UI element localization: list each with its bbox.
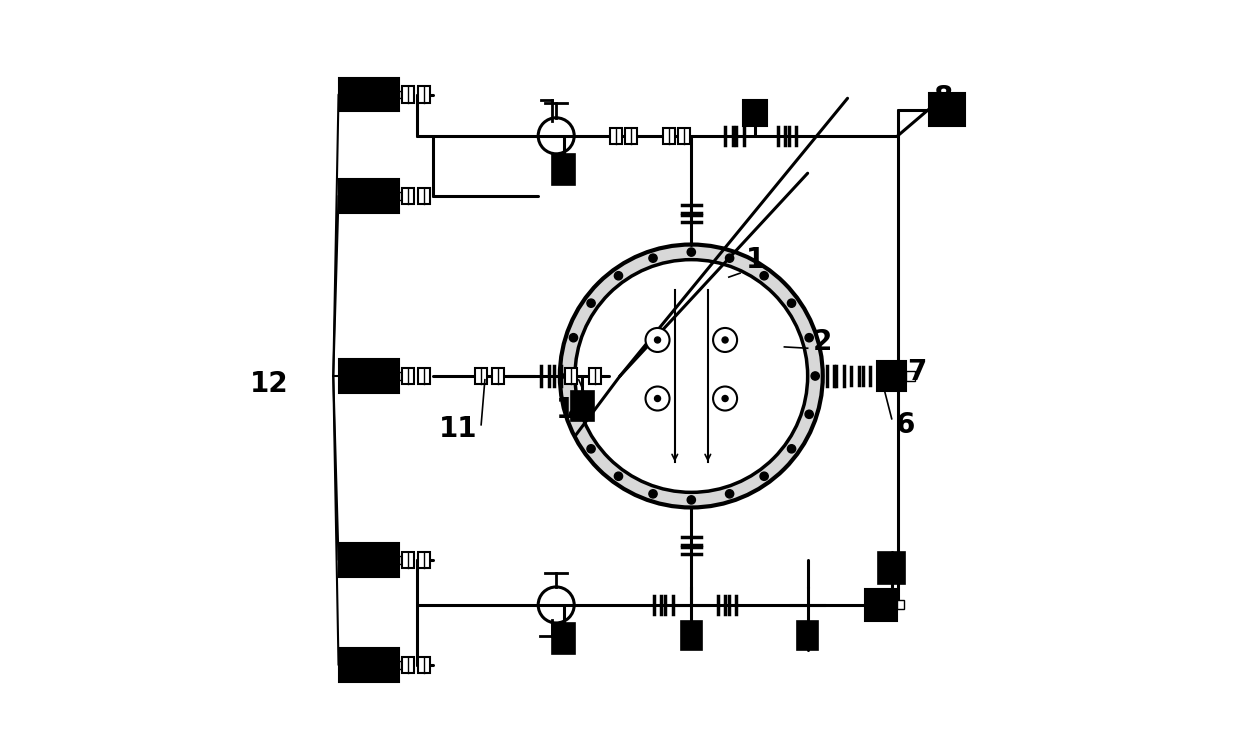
Bar: [878, 361, 906, 391]
Circle shape: [614, 472, 622, 481]
Circle shape: [760, 271, 769, 280]
Bar: [678, 128, 689, 144]
Text: 12: 12: [249, 369, 288, 398]
Bar: [402, 86, 414, 103]
Circle shape: [559, 244, 823, 508]
Bar: [553, 623, 575, 654]
Bar: [906, 371, 915, 381]
Bar: [339, 359, 398, 393]
Circle shape: [787, 299, 796, 308]
Text: 13: 13: [556, 396, 594, 424]
Circle shape: [563, 372, 572, 380]
Circle shape: [575, 259, 807, 493]
Bar: [589, 368, 601, 384]
Circle shape: [760, 472, 769, 481]
Circle shape: [805, 334, 813, 342]
Bar: [492, 368, 505, 384]
Circle shape: [787, 444, 796, 453]
Bar: [398, 192, 408, 199]
Circle shape: [722, 337, 728, 343]
Bar: [418, 656, 430, 673]
Bar: [418, 368, 430, 384]
Bar: [398, 556, 408, 564]
Bar: [897, 600, 904, 609]
Bar: [610, 128, 622, 144]
Circle shape: [713, 328, 737, 352]
Bar: [663, 128, 675, 144]
Bar: [625, 128, 637, 144]
Bar: [572, 391, 594, 421]
Bar: [398, 372, 408, 380]
Bar: [339, 77, 398, 111]
Text: 1: 1: [745, 246, 765, 274]
Text: 6: 6: [895, 411, 915, 438]
Circle shape: [587, 299, 595, 308]
Circle shape: [649, 254, 657, 262]
Bar: [339, 648, 398, 682]
Bar: [402, 656, 414, 673]
Text: 8: 8: [932, 84, 952, 112]
Circle shape: [646, 328, 670, 352]
Bar: [398, 91, 408, 99]
Circle shape: [614, 271, 622, 280]
Bar: [743, 100, 768, 126]
Bar: [878, 553, 905, 584]
Bar: [402, 187, 414, 204]
Text: 7: 7: [906, 358, 926, 387]
Circle shape: [811, 372, 820, 380]
Bar: [929, 92, 965, 126]
Circle shape: [725, 490, 734, 498]
Bar: [339, 179, 398, 213]
Bar: [418, 86, 430, 103]
Circle shape: [725, 254, 734, 262]
Bar: [398, 661, 408, 669]
Bar: [418, 187, 430, 204]
Circle shape: [713, 387, 737, 411]
Bar: [339, 543, 398, 577]
Text: 2: 2: [813, 328, 832, 356]
Bar: [402, 552, 414, 569]
Bar: [565, 368, 577, 384]
Circle shape: [649, 490, 657, 498]
Bar: [475, 368, 487, 384]
Bar: [797, 621, 818, 650]
Bar: [866, 589, 897, 620]
Circle shape: [655, 337, 661, 343]
Bar: [681, 621, 702, 650]
Bar: [418, 552, 430, 569]
Circle shape: [687, 496, 696, 504]
Circle shape: [569, 334, 578, 342]
Circle shape: [569, 410, 578, 418]
Circle shape: [646, 387, 670, 411]
Circle shape: [587, 444, 595, 453]
Bar: [402, 368, 414, 384]
Circle shape: [805, 410, 813, 418]
Text: 11: 11: [439, 414, 477, 442]
Circle shape: [722, 396, 728, 402]
Circle shape: [655, 396, 661, 402]
Circle shape: [687, 248, 696, 256]
Bar: [553, 154, 575, 185]
